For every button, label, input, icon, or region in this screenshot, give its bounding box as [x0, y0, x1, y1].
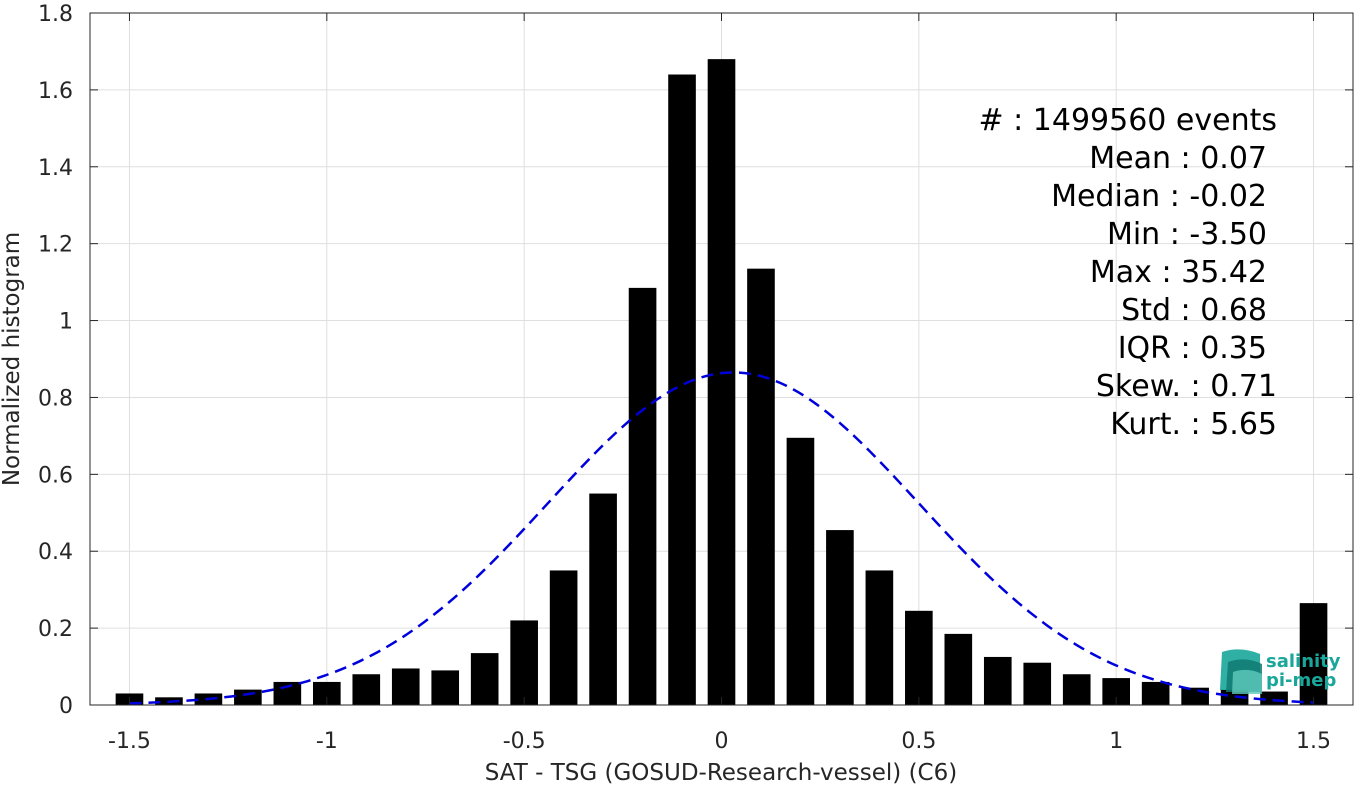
histogram-bar [1023, 662, 1052, 705]
y-tick-label: 1.4 [38, 156, 73, 181]
x-tick-label: 0.5 [901, 729, 936, 754]
x-tick-label: -1.5 [108, 729, 151, 754]
histogram-bar [470, 653, 499, 705]
histogram-bar [510, 620, 538, 705]
stat-skew: Skew. : 0.71 [1096, 369, 1277, 404]
y-axis-ticks: 0 0.2 0.4 0.6 0.8 1 1.2 1.4 1.6 1.8 [38, 2, 1353, 719]
x-axis-ticks: -1.5 -1 -0.5 0 0.5 1 1.5 [108, 13, 1331, 754]
y-tick-label: 1.6 [38, 79, 73, 104]
histogram-bar [983, 656, 1012, 705]
stat-std: Std : 0.68 [1121, 293, 1267, 328]
histogram-bar [865, 570, 894, 705]
y-tick-label: 1 [59, 310, 73, 335]
histogram-bar [1062, 674, 1091, 705]
histogram-bar [905, 610, 933, 705]
x-tick-label: -0.5 [503, 729, 546, 754]
stat-iqr: IQR : 0.35 [1118, 331, 1267, 366]
histogram-bar [707, 59, 736, 705]
y-tick-label: 0.2 [38, 617, 73, 642]
x-axis-label: SAT - TSG (GOSUD-Research-vessel) (C6) [485, 760, 957, 785]
histogram-bar [234, 689, 262, 705]
histogram-bar [352, 674, 381, 705]
y-tick-label: 0 [59, 694, 73, 719]
stat-median: Median : -0.02 [1051, 179, 1267, 214]
histogram-bar [589, 493, 617, 705]
y-tick-label: 0.8 [38, 386, 73, 411]
histogram-bar [1141, 681, 1170, 705]
histogram-bar [1299, 603, 1328, 705]
y-axis-label: Normalized histogram [0, 232, 25, 486]
y-tick-label: 0.4 [38, 540, 73, 565]
histogram-bar [786, 437, 815, 705]
histogram-bar [1181, 687, 1209, 705]
salinity-pimep-logo: salinity pi-mep [1220, 649, 1341, 694]
statistics-annotation: # : 1499560 events Mean : 0.07 Median : … [978, 103, 1277, 442]
histogram-bar [549, 570, 578, 705]
x-tick-label: 1 [1109, 729, 1123, 754]
stat-kurt: Kurt. : 5.65 [1110, 407, 1277, 442]
stat-min: Min : -3.50 [1107, 217, 1267, 252]
histogram-bar [431, 670, 460, 705]
x-tick-label: -1 [316, 729, 338, 754]
histogram-bar [944, 633, 973, 705]
x-tick-label: 0 [715, 729, 729, 754]
histogram-bar [312, 681, 341, 705]
y-tick-label: 1.2 [38, 233, 73, 258]
logo-text-pimep: pi-mep [1266, 670, 1336, 691]
x-tick-label: 1.5 [1296, 729, 1331, 754]
histogram-bar [391, 668, 420, 705]
histogram-bar [628, 287, 657, 705]
stat-mean: Mean : 0.07 [1089, 141, 1267, 176]
gaussian-fit-curve [129, 371, 1314, 705]
logo-wave-icon [1220, 649, 1262, 694]
stat-max: Max : 35.42 [1090, 255, 1267, 290]
y-tick-label: 0.6 [38, 463, 73, 488]
histogram-bar [747, 268, 775, 705]
stat-events: # : 1499560 events [978, 103, 1277, 138]
histogram-bar [826, 530, 854, 705]
logo-text-salinity: salinity [1266, 651, 1341, 672]
y-tick-label: 1.8 [38, 2, 73, 27]
